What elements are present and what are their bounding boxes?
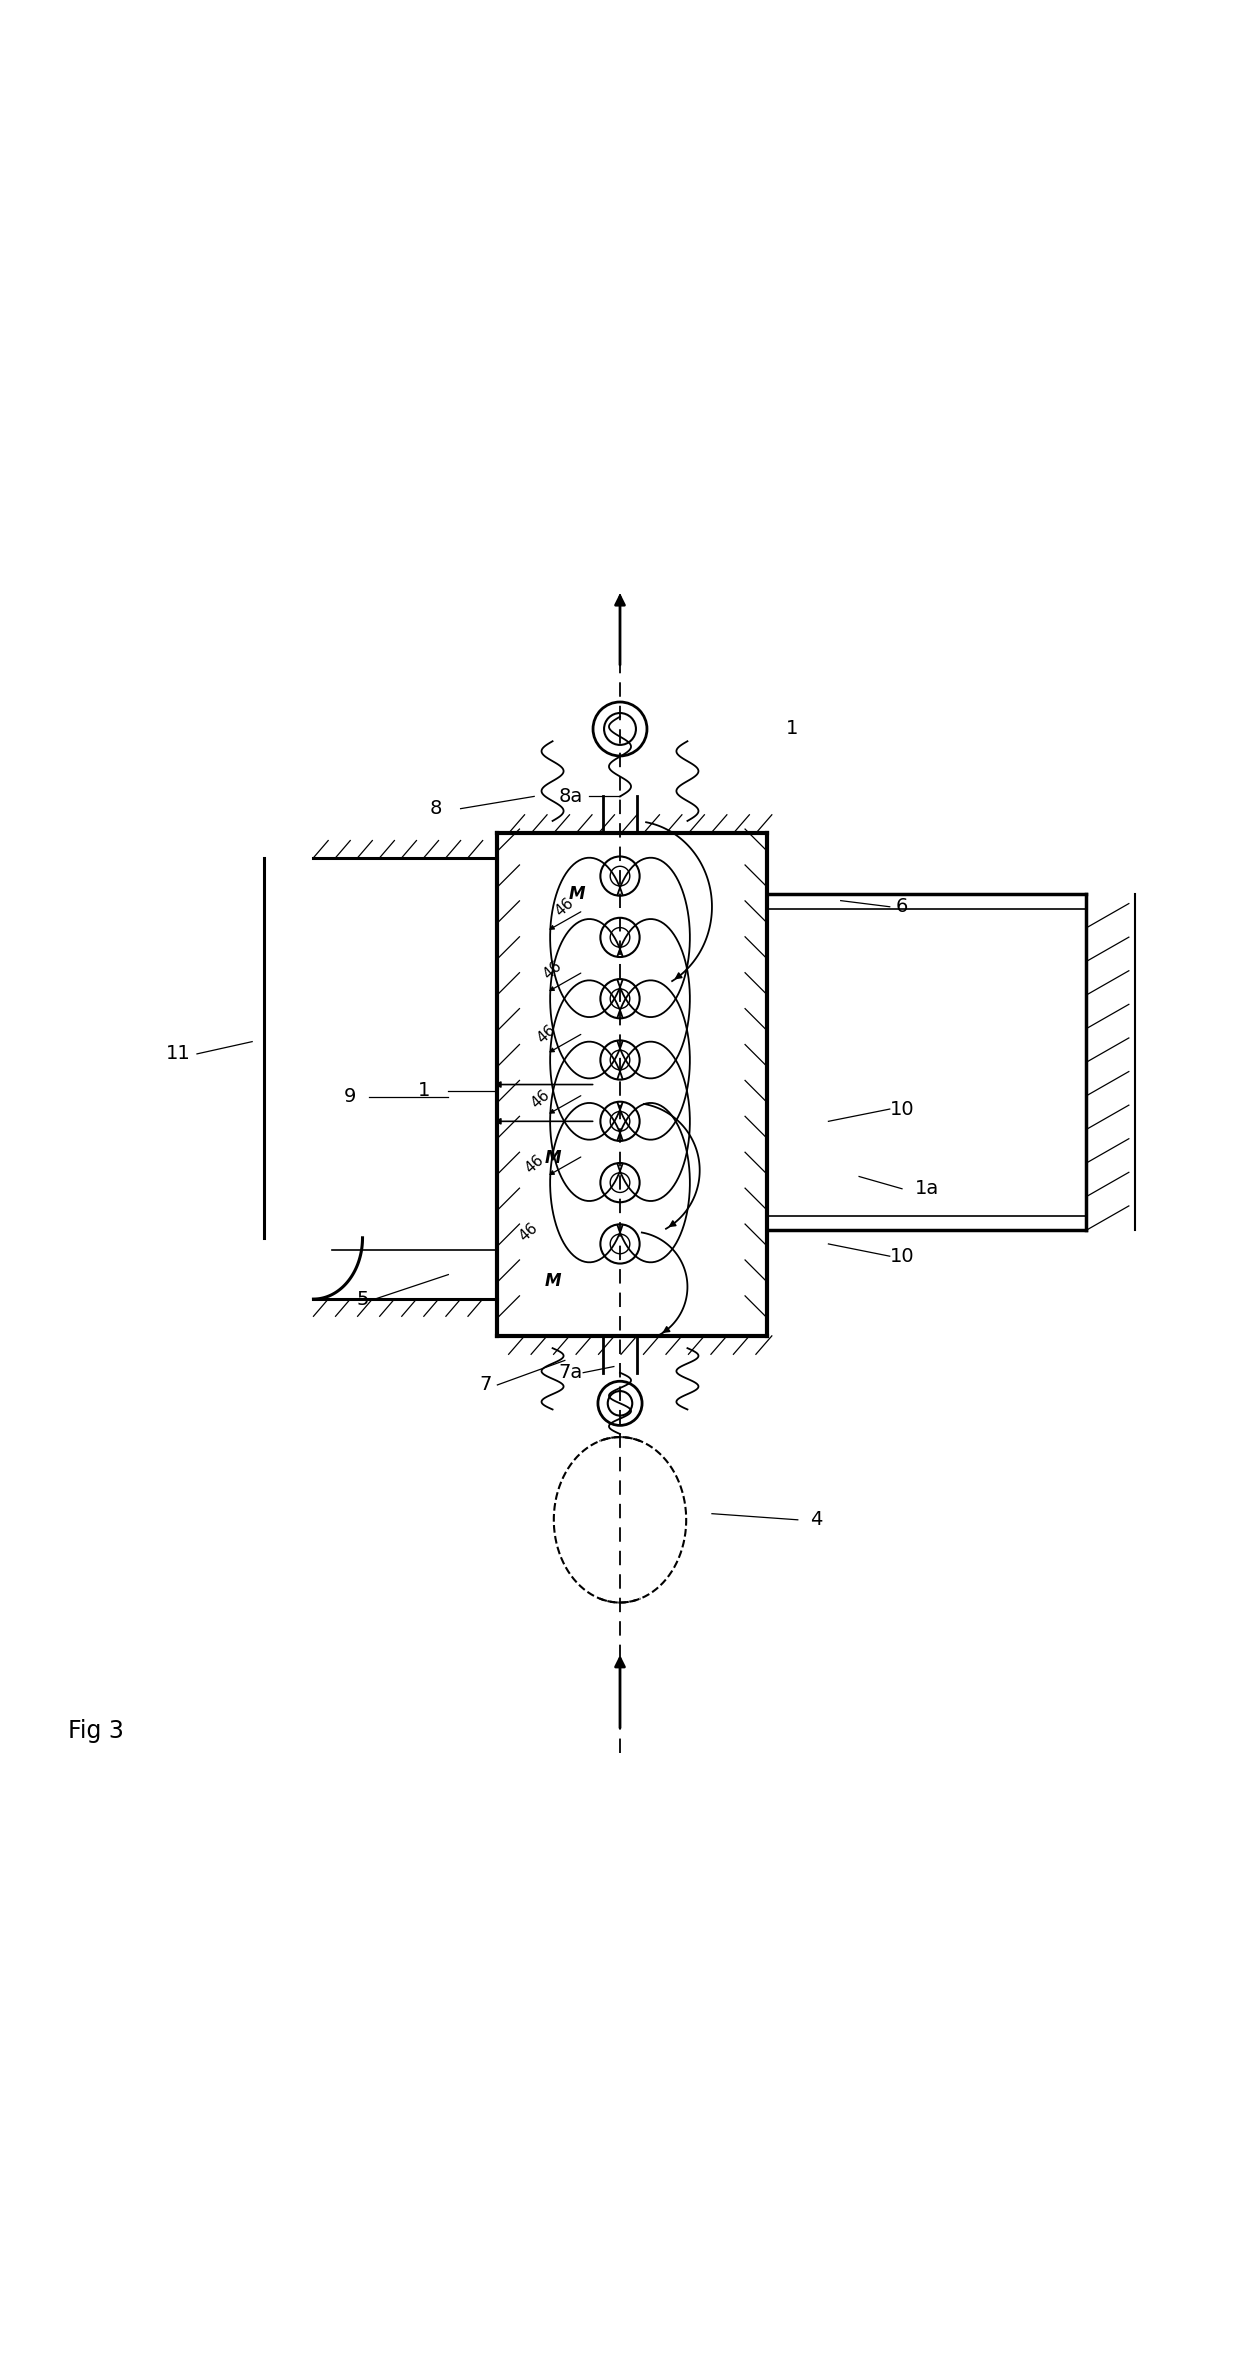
Text: 11: 11 [166,1045,191,1064]
Text: 46: 46 [516,1219,541,1245]
Text: 1a: 1a [914,1179,939,1198]
Text: 5: 5 [356,1289,368,1308]
Text: 7: 7 [479,1377,491,1395]
Text: 9: 9 [343,1087,356,1106]
Text: 46: 46 [528,1087,553,1111]
Text: 8a: 8a [559,786,583,807]
Text: 46: 46 [522,1153,547,1176]
Text: M: M [544,1271,560,1289]
Text: M: M [544,1148,560,1167]
Text: 10: 10 [889,1099,914,1118]
Text: 10: 10 [889,1247,914,1266]
Text: 46: 46 [553,894,577,918]
Text: 6: 6 [895,896,908,915]
Text: 7a: 7a [559,1362,583,1381]
Text: M: M [569,885,585,904]
Text: 46: 46 [534,1021,559,1047]
Text: 1: 1 [785,720,797,739]
Text: 1: 1 [418,1080,430,1101]
Text: 8: 8 [430,800,443,819]
Text: Fig 3: Fig 3 [68,1718,124,1744]
Text: 4: 4 [810,1511,822,1529]
Text: 46: 46 [541,958,564,984]
